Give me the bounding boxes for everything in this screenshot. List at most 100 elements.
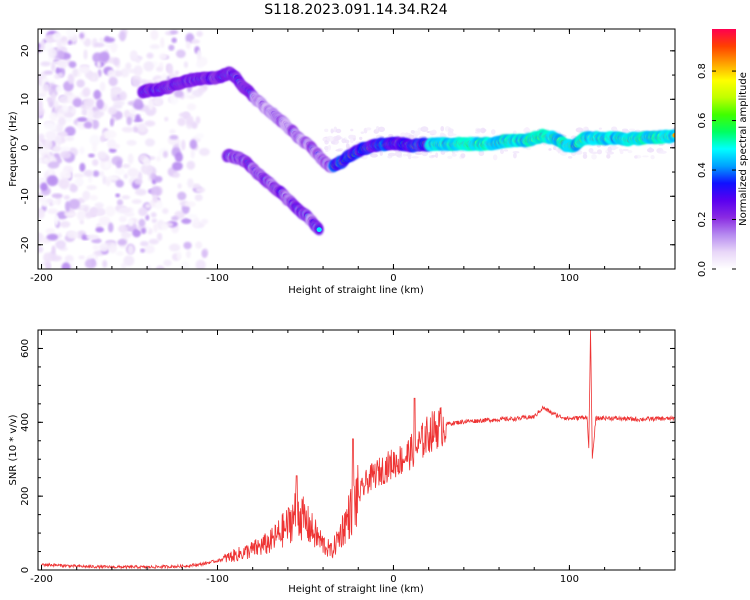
noise-blob (134, 98, 143, 106)
noise-blob (144, 120, 156, 127)
y-tick-label: 200 (20, 487, 31, 506)
y-tick-label: -20 (20, 237, 31, 253)
colorbar-label: Normalized spectral amplitude (738, 72, 749, 226)
colorbar-tick-label: 0.8 (697, 63, 708, 79)
noise-blob (59, 170, 72, 179)
noise-blob (197, 86, 206, 94)
noise-blob (40, 39, 45, 51)
snr-background (38, 330, 675, 570)
noise-blob (55, 67, 61, 75)
noise-blob (109, 143, 121, 149)
noise-blob (74, 178, 85, 186)
x-tick-label: -200 (30, 273, 53, 284)
noise-blob (159, 53, 168, 60)
halo-blob (634, 155, 638, 159)
colorbar-tick-label: 0.4 (697, 162, 708, 178)
halo-blob (335, 128, 342, 134)
halo-blob (648, 147, 653, 153)
noise-blob (38, 133, 45, 142)
noise-blob (58, 178, 70, 190)
noise-blob (169, 135, 179, 140)
noise-blob (111, 88, 122, 95)
halo-blob (672, 127, 675, 131)
noise-blob (52, 32, 62, 41)
noise-blob (145, 203, 152, 209)
noise-blob (198, 147, 210, 156)
noise-blob (67, 40, 73, 45)
halo-blob (500, 149, 504, 155)
halo-blob (335, 149, 342, 152)
noise-blob (127, 167, 139, 178)
halo-blob (656, 148, 662, 153)
noise-blob (72, 173, 85, 178)
halo-blob (513, 152, 517, 159)
noise-blob (121, 126, 134, 133)
noise-blob (135, 114, 141, 122)
noise-blob (132, 79, 141, 87)
noise-blob (91, 119, 100, 130)
noise-blob (95, 227, 105, 233)
halo-blob (345, 143, 350, 149)
halo-blob (404, 132, 409, 137)
noise-blob (180, 261, 190, 269)
noise-blob (108, 243, 118, 254)
halo-blob (627, 150, 633, 154)
noise-blob (59, 150, 72, 159)
halo-blob (459, 149, 465, 153)
noise-blob (113, 100, 125, 106)
noise-blob (104, 205, 116, 217)
noise-blob (102, 175, 107, 185)
noise-blob (155, 265, 165, 269)
halo-blob (400, 132, 407, 137)
noise-blob (113, 57, 120, 67)
snr-x-ticks: -200 -100 0 100 (30, 330, 676, 585)
y-tick-label: 600 (20, 339, 31, 358)
noise-blob (46, 233, 59, 241)
noise-blob (48, 47, 57, 59)
halo-blob (607, 146, 612, 153)
ridge-core (672, 132, 675, 138)
x-tick-label: -100 (206, 273, 229, 284)
spectrogram-x-label: Height of straight line (km) (288, 285, 424, 296)
figure-title: S118.2023.091.14.34.R24 (264, 2, 447, 18)
noise-blob (143, 61, 155, 72)
noise-blob (107, 69, 116, 79)
noise-blob (168, 243, 181, 252)
noise-blob (67, 73, 75, 85)
snr-y-ticks: 0 200 400 600 (20, 329, 675, 573)
snr-panel: -200 -100 0 100 0 200 400 600 Height of straig… (8, 329, 676, 595)
noise-blob (126, 116, 132, 126)
noise-blob (186, 250, 191, 259)
halo-blob (429, 150, 433, 154)
noise-blob (195, 241, 203, 249)
noise-blob (117, 239, 127, 246)
halo-blob (613, 129, 619, 132)
noise-blob (57, 72, 64, 78)
noise-blob (97, 69, 102, 78)
noise-blob (49, 112, 58, 122)
noise-blob (86, 234, 99, 240)
noise-blob (135, 57, 141, 64)
halo-blob (349, 138, 354, 144)
halo-blob (629, 128, 636, 131)
noise-blob (54, 214, 59, 226)
noise-blob (130, 108, 136, 114)
y-tick-label: 0 (20, 145, 31, 151)
halo-blob (658, 143, 664, 146)
noise-blob (107, 222, 114, 233)
noise-blob (177, 117, 186, 127)
noise-blob (127, 101, 135, 106)
noise-blob (55, 240, 66, 250)
noise-blob (111, 97, 122, 102)
halo-blob (326, 135, 334, 142)
noise-blob (168, 44, 175, 51)
noise-blob (79, 146, 85, 155)
noise-blob (63, 195, 70, 200)
noise-blob (55, 85, 63, 92)
noise-blob (50, 61, 56, 72)
noise-blob (110, 42, 118, 53)
noise-blob (172, 161, 183, 171)
halo-blob (596, 143, 602, 148)
noise-blob (184, 201, 196, 208)
halo-blob (621, 128, 629, 132)
